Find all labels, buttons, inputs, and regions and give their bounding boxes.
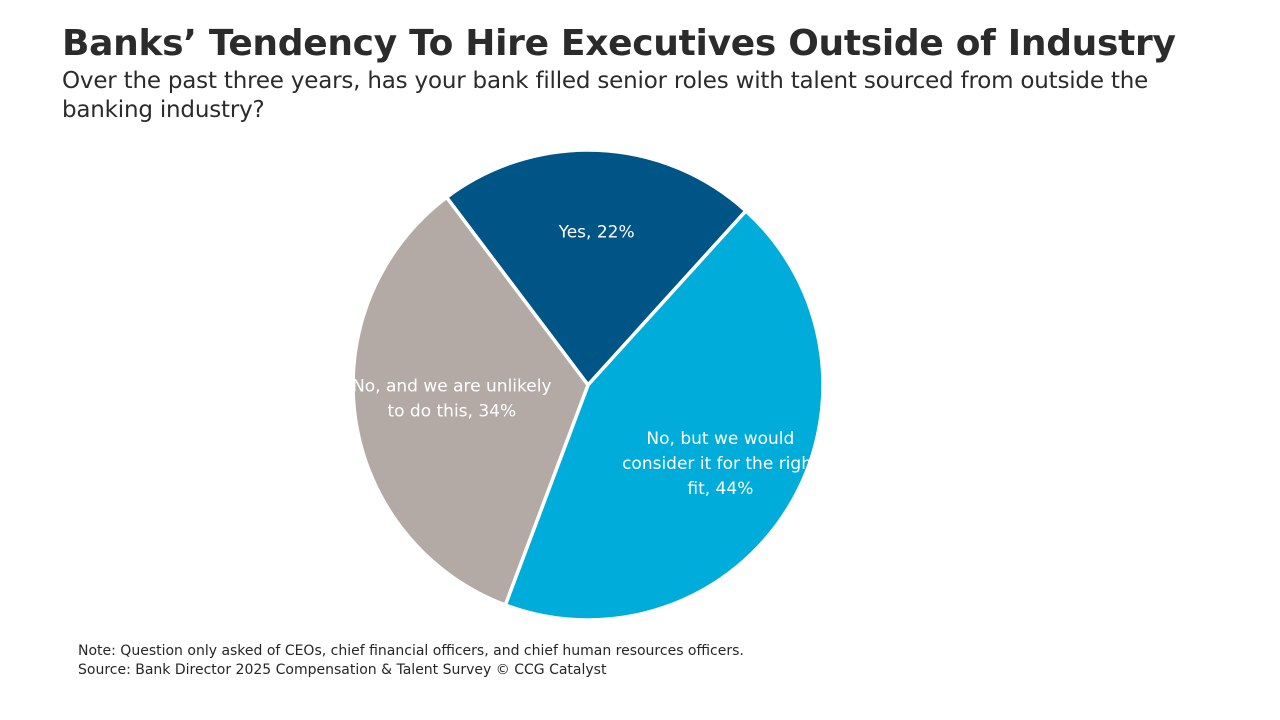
chart-subtitle: Over the past three years, has your bank… [62,68,1149,123]
slice-label-2: No, and we are unlikely to do this, 34% [352,376,551,421]
footnote-note: Note: Question only asked of CEOs, chief… [78,643,744,659]
slice-label-line: to do this, 34% [387,401,516,421]
slice-label-line: consider it for the right [622,454,819,474]
pie-slice-2 [351,195,590,607]
slice-label-line: No, but we would [646,429,794,449]
pie-slice-0 [444,148,748,387]
footnotes: Note: Question only asked of CEOs, chief… [78,642,744,680]
pie-slice-1 [503,209,825,622]
slice-label-0: Yes, 22% [558,222,635,242]
footnote-source: Source: Bank Director 2025 Compensation … [78,662,607,678]
slice-label-line: fit, 44% [687,479,753,499]
slice-label-line: Yes, 22% [558,222,635,242]
slice-label-line: No, and we are unlikely [352,376,551,396]
chart-title: Banks’ Tendency To Hire Executives Outsi… [62,23,1176,64]
slice-label-1: No, but we would consider it for the righ… [622,429,819,499]
